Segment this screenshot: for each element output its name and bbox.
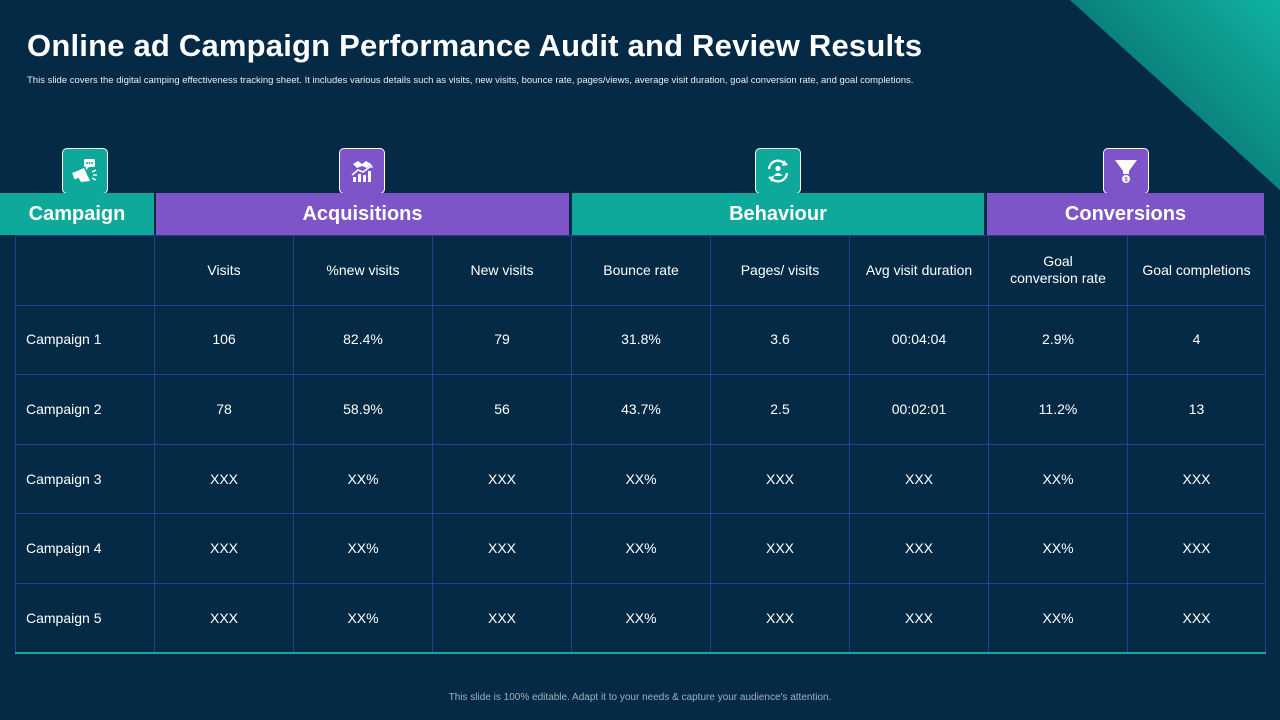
campaign-name-cell: Campaign 2 <box>15 374 155 445</box>
table-cell: XXX <box>710 513 850 584</box>
table-cell: 78 <box>154 374 294 445</box>
header-campaign: Campaign <box>0 193 154 235</box>
page-subtitle: This slide covers the digital camping ef… <box>27 75 914 86</box>
table-cell: XX% <box>988 582 1128 655</box>
header-acquisitions: Acquisitions <box>156 193 569 235</box>
table-cell: XX% <box>571 582 711 655</box>
table-cell: XXX <box>849 443 989 515</box>
table-row: Campaign 1 106 82.4% 79 31.8% 3.6 00:04:04 2.9%… <box>15 304 1266 376</box>
campaign-name-cell: Campaign 1 <box>15 304 155 376</box>
table-cell: 11.2% <box>988 374 1128 445</box>
campaign-table: Visits %new visits New visits Bounce rate Pa… <box>15 235 1266 655</box>
table-cell: 4 <box>1127 304 1266 376</box>
table-cell: 43.7% <box>571 374 711 445</box>
column-header: Pages/ visits <box>710 235 850 306</box>
header-behaviour: Behaviour <box>572 193 984 235</box>
table-cell: 2.5 <box>710 374 850 445</box>
table-cell: 2.9% <box>988 304 1128 376</box>
table-cell: XXX <box>1127 513 1266 584</box>
column-header: Bounce rate <box>571 235 711 306</box>
table-cell: 3.6 <box>710 304 850 376</box>
handshake-growth-icon <box>339 148 385 194</box>
table-row: Campaign 4 XXX XX% XXX XX% XXX XXX XX% XXX <box>15 513 1266 584</box>
table-cell: XXX <box>432 443 572 515</box>
table-cell: XXX <box>1127 443 1266 515</box>
table-cell: XX% <box>571 443 711 515</box>
column-header-row: Visits %new visits New visits Bounce rate Pa… <box>15 235 1266 306</box>
svg-text:$: $ <box>1124 178 1128 184</box>
table-cell: XX% <box>571 513 711 584</box>
campaign-name-cell: Campaign 5 <box>15 582 155 655</box>
column-header: %new visits <box>293 235 433 306</box>
column-header: New visits <box>432 235 572 306</box>
column-header: Goal conversion rate <box>988 235 1128 306</box>
table-cell: XXX <box>710 443 850 515</box>
table-cell: 79 <box>432 304 572 376</box>
table-cell: 56 <box>432 374 572 445</box>
table-cell: XXX <box>154 513 294 584</box>
corner-decoration <box>1070 0 1280 190</box>
table-cell: XXX <box>710 582 850 655</box>
table-cell: XXX <box>849 513 989 584</box>
table-cell: 31.8% <box>571 304 711 376</box>
table-row: Campaign 2 78 58.9% 56 43.7% 2.5 00:02:01 11.2%… <box>15 374 1266 445</box>
table-cell: XX% <box>293 443 433 515</box>
column-header: Visits <box>154 235 294 306</box>
user-refresh-icon <box>755 148 801 194</box>
footer-note: This slide is 100% editable. Adapt it to… <box>448 692 832 703</box>
table-cell: 00:04:04 <box>849 304 989 376</box>
campaign-name-cell: Campaign 4 <box>15 513 155 584</box>
table-cell: 00:02:01 <box>849 374 989 445</box>
table-cell: XXX <box>154 582 294 655</box>
table-cell: XXX <box>1127 582 1266 655</box>
table-cell: XXX <box>432 582 572 655</box>
table-cell: 58.9% <box>293 374 433 445</box>
table-cell: XXX <box>154 443 294 515</box>
header-conversions: Conversions <box>987 193 1264 235</box>
table-cell: XX% <box>293 582 433 655</box>
table-cell: XX% <box>988 513 1128 584</box>
megaphone-icon <box>62 148 108 194</box>
table-cell: XXX <box>432 513 572 584</box>
table-cell: 13 <box>1127 374 1266 445</box>
table-cell: XX% <box>988 443 1128 515</box>
funnel-icon: $ <box>1103 148 1149 194</box>
column-header <box>15 235 155 306</box>
column-header: Goal completions <box>1127 235 1266 306</box>
column-header: Avg visit duration <box>849 235 989 306</box>
table-cell: XXX <box>849 582 989 655</box>
table-cell: XX% <box>293 513 433 584</box>
table-row: Campaign 5 XXX XX% XXX XX% XXX XXX XX% XXX <box>15 582 1266 655</box>
page-title: Online ad Campaign Performance Audit and… <box>27 28 923 63</box>
table-row: Campaign 3 XXX XX% XXX XX% XXX XXX XX% XXX <box>15 443 1266 515</box>
table-cell: 106 <box>154 304 294 376</box>
table-cell: 82.4% <box>293 304 433 376</box>
campaign-name-cell: Campaign 3 <box>15 443 155 515</box>
